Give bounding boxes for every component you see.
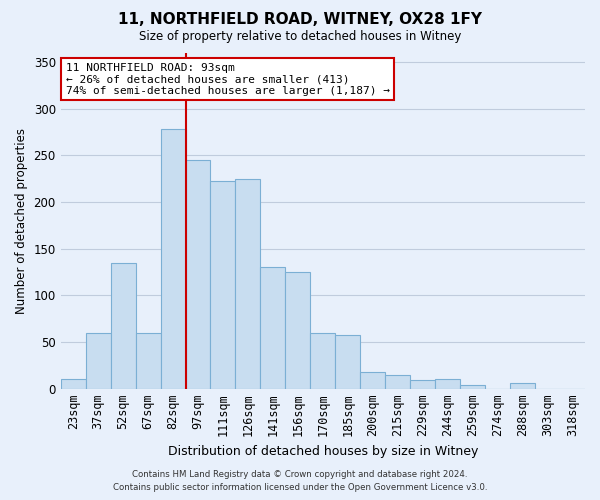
Text: 11 NORTHFIELD ROAD: 93sqm
← 26% of detached houses are smaller (413)
74% of semi: 11 NORTHFIELD ROAD: 93sqm ← 26% of detac… bbox=[66, 62, 390, 96]
Bar bbox=[360, 372, 385, 388]
Bar bbox=[310, 332, 335, 388]
Bar bbox=[286, 272, 310, 388]
Bar bbox=[435, 379, 460, 388]
Y-axis label: Number of detached properties: Number of detached properties bbox=[15, 128, 28, 314]
Bar bbox=[385, 374, 410, 388]
Text: Contains HM Land Registry data © Crown copyright and database right 2024.
Contai: Contains HM Land Registry data © Crown c… bbox=[113, 470, 487, 492]
Bar bbox=[510, 383, 535, 388]
Text: 11, NORTHFIELD ROAD, WITNEY, OX28 1FY: 11, NORTHFIELD ROAD, WITNEY, OX28 1FY bbox=[118, 12, 482, 28]
Bar bbox=[335, 336, 360, 388]
Text: Size of property relative to detached houses in Witney: Size of property relative to detached ho… bbox=[139, 30, 461, 43]
Bar bbox=[161, 129, 185, 388]
Bar bbox=[460, 385, 485, 388]
Bar bbox=[185, 160, 211, 388]
Bar bbox=[410, 380, 435, 388]
X-axis label: Distribution of detached houses by size in Witney: Distribution of detached houses by size … bbox=[167, 444, 478, 458]
Bar bbox=[86, 332, 110, 388]
Bar bbox=[235, 178, 260, 388]
Bar bbox=[110, 262, 136, 388]
Bar bbox=[61, 379, 86, 388]
Bar bbox=[260, 267, 286, 388]
Bar bbox=[136, 332, 161, 388]
Bar bbox=[211, 182, 235, 388]
